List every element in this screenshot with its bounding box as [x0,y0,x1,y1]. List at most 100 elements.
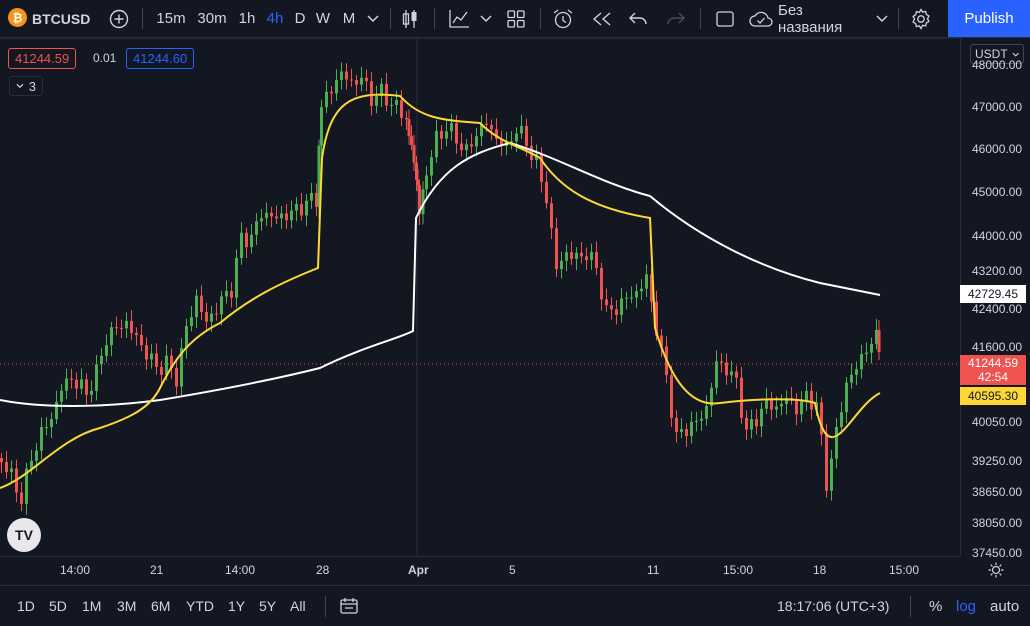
interval-4h[interactable]: 4h [266,10,284,27]
candle-body [490,124,493,130]
candle-body [325,91,328,108]
price-chart[interactable] [0,38,1030,584]
candle-body [160,366,163,375]
bid-price-button[interactable]: 41244.59 [8,48,77,69]
price-tick: 42400.00 [972,302,1023,316]
layout-name[interactable]: Без названия [778,1,843,36]
candle-body [0,458,3,462]
candle-body [455,123,458,144]
top-toolbar: ₿ BTCUSD 15m 30m 1h 4h D W M Без на [0,0,1030,38]
interval-dropdown-button[interactable] [364,0,382,37]
candle-body [465,144,468,151]
toolbar-divider [898,8,899,29]
interval-week[interactable]: W [315,10,331,27]
candle-body [440,130,443,139]
candle-body [615,309,618,315]
range-5y[interactable]: 5Y [259,598,277,614]
candle-body [70,378,73,380]
interval-1h[interactable]: 1h [238,10,256,27]
candle-body [485,123,488,125]
settings-button[interactable] [908,0,934,37]
candle-body [110,327,113,346]
indicators-toggle-button[interactable]: 3 [9,76,43,96]
goto-date-button[interactable] [339,586,359,626]
white-ma-price-tag: 42729.45 [960,285,1026,303]
candle-body [775,406,778,410]
range-1m[interactable]: 1M [82,598,102,614]
candle-body [605,299,608,306]
ask-price-button[interactable]: 41244.60 [126,48,195,69]
publish-button[interactable]: Publish [948,0,1030,37]
price-tick: 37450.00 [972,546,1023,560]
candle-body [640,288,643,292]
candle-body [335,79,338,94]
candle-body [50,419,53,428]
toolbar-divider [142,8,143,29]
chevron-down-icon [876,14,888,22]
range-1y[interactable]: 1Y [228,598,246,614]
time-tick: 11 [647,563,660,577]
range-1d[interactable]: 1D [17,598,35,614]
candle-body [470,144,473,147]
interval-day[interactable]: D [294,10,306,27]
candle-body [765,398,768,409]
price-tick: 43200.00 [972,264,1023,278]
bottom-toolbar: 1D 5D 1M 3M 6M YTD 1Y 5Y All 18:17:06 (U… [0,585,1030,626]
compare-add-button[interactable] [108,0,130,37]
chart-type-button[interactable] [398,0,422,37]
templates-button[interactable] [504,0,528,37]
price-tick: 38050.00 [972,516,1023,530]
time-axis[interactable] [0,556,960,585]
candle-body [170,355,173,368]
price-tick: 38650.00 [972,485,1023,499]
cloud-save-button[interactable] [748,0,774,37]
candle-body [800,401,803,415]
candle-body [90,390,93,395]
layout-dropdown-button[interactable] [874,0,890,37]
candle-body [425,175,428,190]
candle-body [390,104,393,106]
currency-selector[interactable]: USDT [970,44,1024,64]
range-6m[interactable]: 6M [151,598,171,614]
candle-body [450,123,453,132]
candle-body [275,216,278,219]
alert-button[interactable] [550,0,576,37]
clock-timezone[interactable]: 18:17:06 (UTC+3) [777,598,890,614]
candle-body [680,429,683,433]
indicators-dropdown-button[interactable] [478,0,494,37]
price-tick: 48000.00 [972,58,1023,72]
chart-pane[interactable]: 41244.59 0.01 41244.60 3 TV USDT 48000.0… [0,38,1030,584]
indicators-count: 3 [28,78,36,94]
toolbar-divider [910,596,911,617]
last-price-tag: 41244.59 42:54 [960,355,1026,385]
candle-body [510,141,513,143]
candle-body [55,401,58,420]
interval-month[interactable]: M [342,10,356,27]
candle-body [675,417,678,433]
percent-scale-toggle[interactable]: % [929,597,943,615]
interval-30m[interactable]: 30m [197,10,227,27]
redo-button[interactable] [664,0,688,37]
range-all[interactable]: All [290,598,306,614]
candle-body [95,364,98,391]
price-tick: 40050.00 [972,415,1023,429]
currency-label: USDT [975,47,1008,61]
range-ytd[interactable]: YTD [186,598,214,614]
candle-body [610,305,613,310]
bar-replay-button[interactable] [590,0,614,37]
candle-body [215,313,218,315]
auto-scale-toggle[interactable]: auto [990,597,1020,615]
indicators-button[interactable] [446,0,472,37]
tradingview-logo-icon[interactable]: TV [7,518,41,552]
candle-body [700,418,703,421]
candle-body [40,427,43,451]
candle-body [870,343,873,353]
range-5d[interactable]: 5D [49,598,67,614]
fullscreen-button[interactable] [712,0,738,37]
time-axis-settings-button[interactable] [988,562,1004,581]
range-3m[interactable]: 3M [117,598,137,614]
undo-button[interactable] [626,0,650,37]
symbol-search-button[interactable]: BTCUSD [32,10,91,27]
interval-15m[interactable]: 15m [156,10,186,27]
log-scale-toggle[interactable]: log [956,597,977,615]
